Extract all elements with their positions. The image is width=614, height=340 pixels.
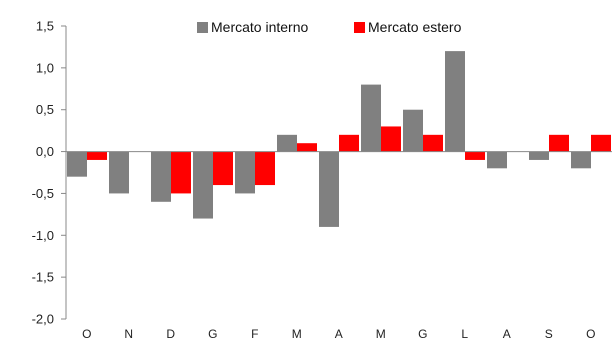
bar-mercato-interno: [109, 151, 129, 194]
bar-mercato-interno: [235, 151, 255, 194]
x-tick-label: G: [208, 327, 218, 340]
bar-mercato-interno: [487, 151, 507, 169]
x-tick-label: A: [335, 327, 344, 340]
bar-mercato-estero: [87, 151, 107, 160]
x-tick-label: M: [376, 327, 387, 340]
x-tick-label: M: [292, 327, 303, 340]
bar-mercato-interno: [319, 151, 339, 227]
bar-mercato-estero: [213, 151, 233, 186]
y-tick-label: 0,5: [36, 102, 54, 117]
x-tick-label: S: [545, 327, 554, 340]
legend-label-mercato-interno: Mercato interno: [211, 19, 308, 35]
bar-mercato-estero: [171, 151, 191, 194]
bar-mercato-estero: [465, 151, 485, 160]
x-tick-label: N: [124, 327, 133, 340]
bar-mercato-interno: [193, 151, 213, 219]
y-tick-label: 0,0: [36, 144, 54, 159]
x-tick-label: D: [166, 327, 175, 340]
bar-mercato-interno: [361, 84, 381, 152]
bar-mercato-interno: [67, 151, 87, 177]
x-tick-label: F: [251, 327, 259, 340]
bar-mercato-interno: [277, 134, 297, 152]
y-axis: 1,5 1,0 0,5 0,0 -0,5 -1,0 -1,5 -2,0: [32, 19, 67, 327]
y-tick-label: 1,0: [36, 60, 54, 75]
bar-mercato-estero: [423, 134, 443, 152]
bar-mercato-estero: [549, 134, 569, 152]
bar-mercato-interno: [445, 51, 465, 152]
legend-swatch-mercato-interno: [197, 22, 208, 33]
bar-mercato-interno: [571, 151, 591, 169]
x-tick-label: O: [586, 327, 596, 340]
y-tick-label: 1,5: [36, 19, 54, 34]
legend-label-mercato-estero: Mercato estero: [368, 19, 462, 35]
legend-swatch-mercato-estero: [354, 22, 365, 33]
legend: Mercato interno Mercato estero: [197, 19, 462, 35]
bar-mercato-interno: [529, 151, 549, 160]
bar-mercato-estero: [297, 143, 317, 152]
x-tick-label: G: [418, 327, 428, 340]
bar-mercato-interno: [403, 109, 423, 152]
x-tick-label: L: [461, 327, 468, 340]
bar-mercato-interno: [151, 151, 171, 202]
bar-mercato-estero: [339, 134, 359, 152]
bar-mercato-estero: [255, 151, 275, 186]
bar-mercato-estero: [591, 134, 611, 152]
y-tick-label: -0,5: [32, 186, 54, 201]
y-tick-label: -1,5: [32, 270, 54, 285]
x-tick-label: A: [503, 327, 512, 340]
y-tick-label: -2,0: [32, 312, 54, 327]
bar-mercato-estero: [381, 126, 401, 152]
y-tick-label: -1,0: [32, 228, 54, 243]
bars: [67, 51, 611, 227]
x-tick-label: O: [82, 327, 92, 340]
